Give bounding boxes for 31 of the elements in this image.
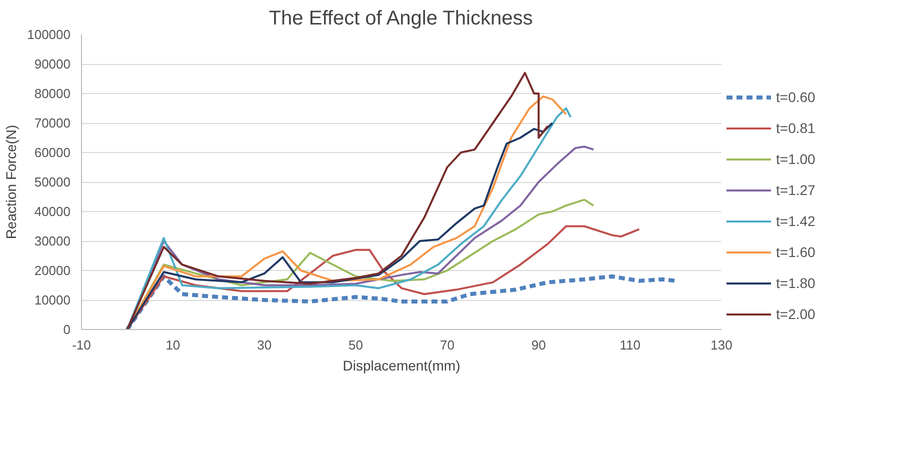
- legend-label: t=1.27: [776, 182, 816, 198]
- y-tick-label: 50000: [34, 174, 71, 190]
- y-tick-label: 20000: [34, 263, 71, 278]
- y-axis-title: Reaction Force(N): [3, 124, 20, 240]
- chart-title: The Effect of Angle Thickness: [268, 8, 533, 30]
- x-tick-label: 70: [440, 338, 454, 352]
- x-tick-label: -10: [72, 338, 91, 352]
- legend-label: t=1.60: [776, 244, 816, 260]
- y-tick-label: 70000: [34, 116, 71, 130]
- legend-label: t=1.80: [776, 275, 816, 291]
- x-tick-label: 50: [348, 338, 364, 352]
- y-tick-label: 40000: [34, 204, 71, 219]
- y-tick-label: 0: [63, 322, 71, 337]
- x-tick-label: 130: [710, 338, 732, 352]
- y-tick-label: 60000: [34, 145, 71, 160]
- legend-label: t=1.00: [776, 151, 816, 167]
- y-tick-label: 90000: [34, 56, 71, 72]
- y-tick-label: 100000: [27, 27, 71, 42]
- y-tick-label: 30000: [34, 234, 71, 248]
- x-tick-label: 110: [620, 338, 640, 352]
- x-tick-label: 10: [166, 338, 180, 352]
- legend-label: t=2.00: [776, 306, 816, 322]
- legend-label: t=1.42: [776, 213, 816, 229]
- x-tick-label: 90: [531, 338, 546, 352]
- line-series: [126, 225, 640, 330]
- legend-label: t=0.81: [776, 120, 816, 136]
- y-tick-label: 80000: [34, 86, 71, 101]
- y-tick-label: 10000: [34, 292, 71, 308]
- x-axis-title: Displacement(mm): [342, 358, 460, 374]
- x-tick-label: 30: [257, 338, 272, 352]
- legend-label: t=0.60: [776, 89, 816, 105]
